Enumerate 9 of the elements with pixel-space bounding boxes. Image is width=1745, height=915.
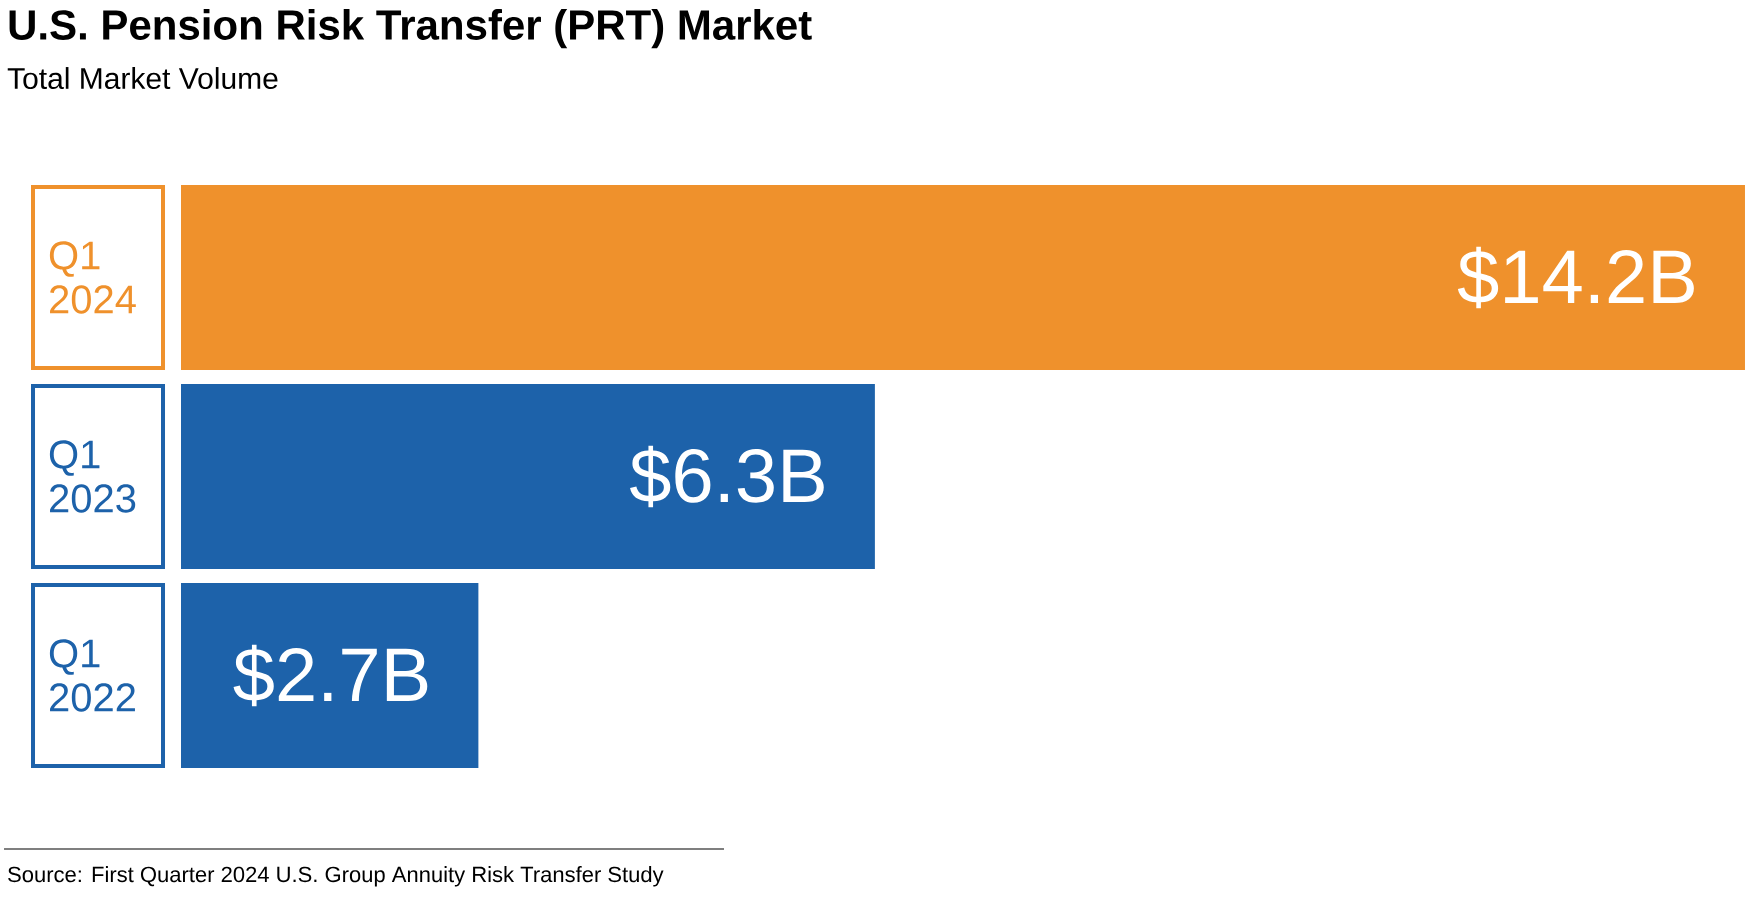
y-tick-label: Q1 2022	[49, 639, 135, 712]
data-label: $14.2B	[1457, 246, 1694, 309]
data-label: $2.7B	[233, 644, 428, 707]
y-tick-label: Q1 2023	[49, 440, 136, 513]
y-tick-label: Q1 2024	[49, 241, 136, 314]
chart-subtitle: Total Market Volume	[7, 67, 278, 90]
source-note: Source: First Quarter 2024 U.S. Group Annuity Risk Transfer Study	[8, 866, 664, 887]
chart-title: U.S. Pension Risk Transfer (PRT) Market	[9, 9, 812, 49]
data-label: $6.3B	[630, 445, 824, 508]
